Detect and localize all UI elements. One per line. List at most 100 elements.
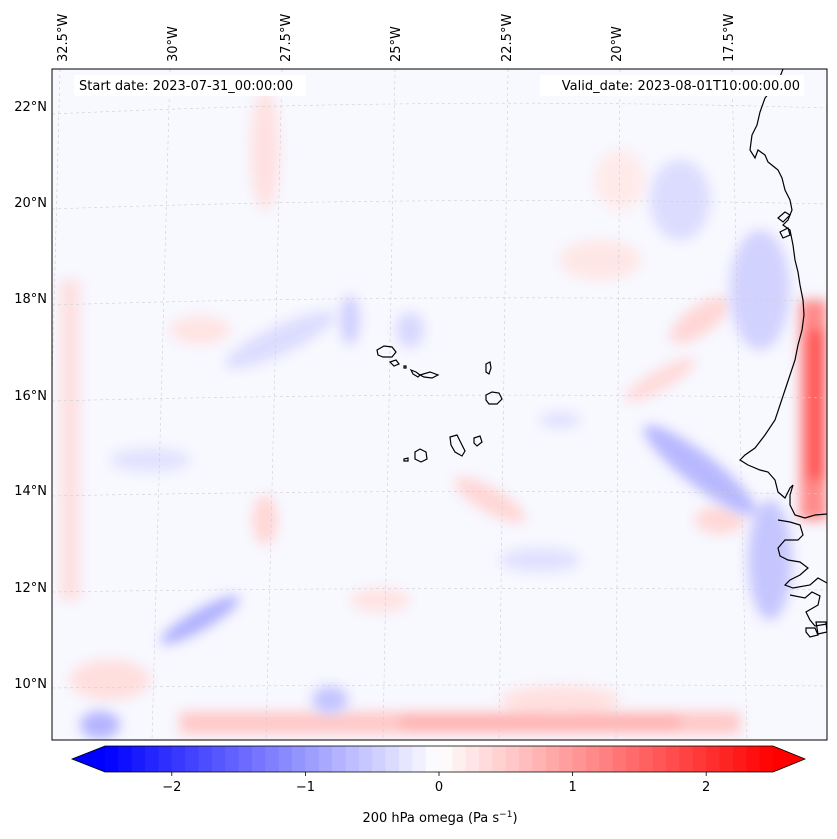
colorbar-cell	[692, 746, 707, 772]
colorbar-cell	[666, 746, 681, 772]
colorbar-extend-max	[773, 746, 805, 772]
colorbar-cell	[171, 746, 186, 772]
colorbar-cells	[105, 746, 774, 772]
lon-label-32-5w: 32.5°W	[56, 14, 71, 62]
colorbar-cell	[585, 746, 600, 772]
valid-date-box	[540, 75, 804, 96]
colorbar-tick-label: 0	[435, 780, 443, 795]
colorbar-cell	[639, 746, 654, 772]
lon-label-22-5w: 22.5°W	[500, 14, 515, 62]
lat-label-16n: 16°N	[14, 389, 47, 404]
colorbar-cell	[626, 746, 640, 772]
colorbar-tick-label: 2	[702, 780, 710, 795]
colorbar-cell	[185, 746, 200, 772]
colorbar-cell	[759, 746, 774, 772]
colorbar-label-suffix: )	[512, 811, 517, 826]
colorbar-label: 200 hPa omega (Pa s−1)	[362, 810, 517, 826]
colorbar-cell	[385, 746, 400, 772]
colorbar-cell	[225, 746, 240, 772]
island-fogo	[414, 448, 428, 463]
colorbar-cell	[332, 746, 347, 772]
island-sao-nicolau	[409, 368, 421, 378]
colorbar-cell	[145, 746, 160, 772]
colorbar-cell	[452, 746, 467, 772]
lat-label-18n: 18°N	[14, 292, 47, 307]
island-sao-vicente	[388, 359, 400, 367]
lat-label-12n: 12°N	[14, 581, 47, 596]
colorbar-cell	[131, 746, 146, 772]
cape-verde-islands	[376, 345, 503, 463]
colorbar-cell	[372, 746, 387, 772]
colorbar-cell	[358, 746, 373, 772]
colorbar-cell	[492, 746, 507, 772]
map-border	[51, 68, 828, 741]
colorbar-cell	[198, 746, 213, 772]
colorbar-cell	[118, 746, 133, 772]
lon-label-27-5w: 27.5°W	[279, 14, 294, 62]
colorbar-tick-label: −2	[162, 780, 181, 795]
colorbar-cell	[251, 746, 266, 772]
start-date-label: Start date: 2023-07-31_00:00:00	[79, 79, 293, 94]
island-santa-luzia	[403, 365, 407, 369]
lat-label-20n: 20°N	[14, 196, 47, 211]
colorbar-cell	[305, 746, 320, 772]
colorbar-cell	[398, 746, 413, 772]
island-brava	[403, 457, 409, 462]
colorbar: −2 −1 0 1 2 200 hPa omega (Pa s−1)	[70, 745, 807, 826]
lat-label-22n: 22°N	[14, 100, 47, 115]
colorbar-cell	[345, 746, 360, 772]
colorbar-cell	[679, 746, 694, 772]
colorbar-cell	[505, 746, 520, 772]
colorbar-cell	[545, 746, 560, 772]
omega-negative-field	[80, 160, 792, 739]
colorbar-cell	[439, 746, 453, 772]
colorbar-cell	[479, 746, 494, 772]
valid-date-label: Valid_date: 2023-08-01T10:00:00.00	[562, 79, 800, 94]
colorbar-cell	[465, 746, 480, 772]
colorbar-cell	[412, 746, 427, 772]
lat-label-14n: 14°N	[14, 484, 47, 499]
colorbar-tick-label: −1	[296, 780, 315, 795]
colorbar-label-prefix: 200 hPa omega (Pa s	[362, 811, 499, 826]
colorbar-outline	[70, 745, 807, 773]
africa-coastline	[739, 69, 827, 519]
colorbar-tick-label: 1	[568, 780, 576, 795]
colorbar-cell	[265, 746, 280, 772]
colorbar-cell	[158, 746, 173, 772]
colorbar-cell	[105, 746, 119, 772]
colorbar-cell	[292, 746, 306, 772]
colorbar-cell	[612, 746, 627, 772]
lon-label-30w: 30°W	[166, 26, 181, 62]
graticule	[52, 69, 827, 740]
lon-label-17-5w: 17.5°W	[722, 14, 737, 62]
colorbar-cell	[278, 746, 293, 772]
lat-label-10n: 10°N	[14, 677, 47, 692]
longitude-labels: 32.5°W 30°W 27.5°W 25°W 22.5°W 20°W 17.5…	[56, 14, 737, 62]
colorbar-extend-min	[72, 746, 105, 772]
colorbar-cell	[706, 746, 721, 772]
colorbar-cell	[572, 746, 587, 772]
lon-label-20w: 20°W	[610, 26, 625, 62]
colorbar-ticks: −2 −1 0 1 2	[162, 772, 710, 795]
colorbar-cell	[238, 746, 253, 772]
latitude-labels: 22°N 20°N 18°N 16°N 14°N 12°N 10°N	[14, 100, 47, 692]
island-sao-nicolau-east	[418, 371, 440, 379]
island-santo-antao	[376, 345, 397, 358]
colorbar-cell	[746, 746, 761, 772]
omega-positive-field	[60, 90, 827, 734]
colorbar-cell	[211, 746, 226, 772]
colorbar-cell	[719, 746, 734, 772]
colorbar-cell	[599, 746, 614, 772]
map-panel: Start date: 2023-07-31_00:00:00 Valid_da…	[52, 69, 827, 740]
colorbar-cell	[318, 746, 333, 772]
island-sal	[485, 361, 492, 375]
island-santiago	[449, 434, 466, 457]
coastline	[739, 69, 827, 638]
lon-label-25w: 25°W	[389, 26, 404, 62]
colorbar-cell	[519, 746, 534, 772]
colorbar-cell	[652, 746, 667, 772]
colorbar-cell	[559, 746, 574, 772]
colorbar-cell	[425, 746, 440, 772]
colorbar-cell	[732, 746, 747, 772]
